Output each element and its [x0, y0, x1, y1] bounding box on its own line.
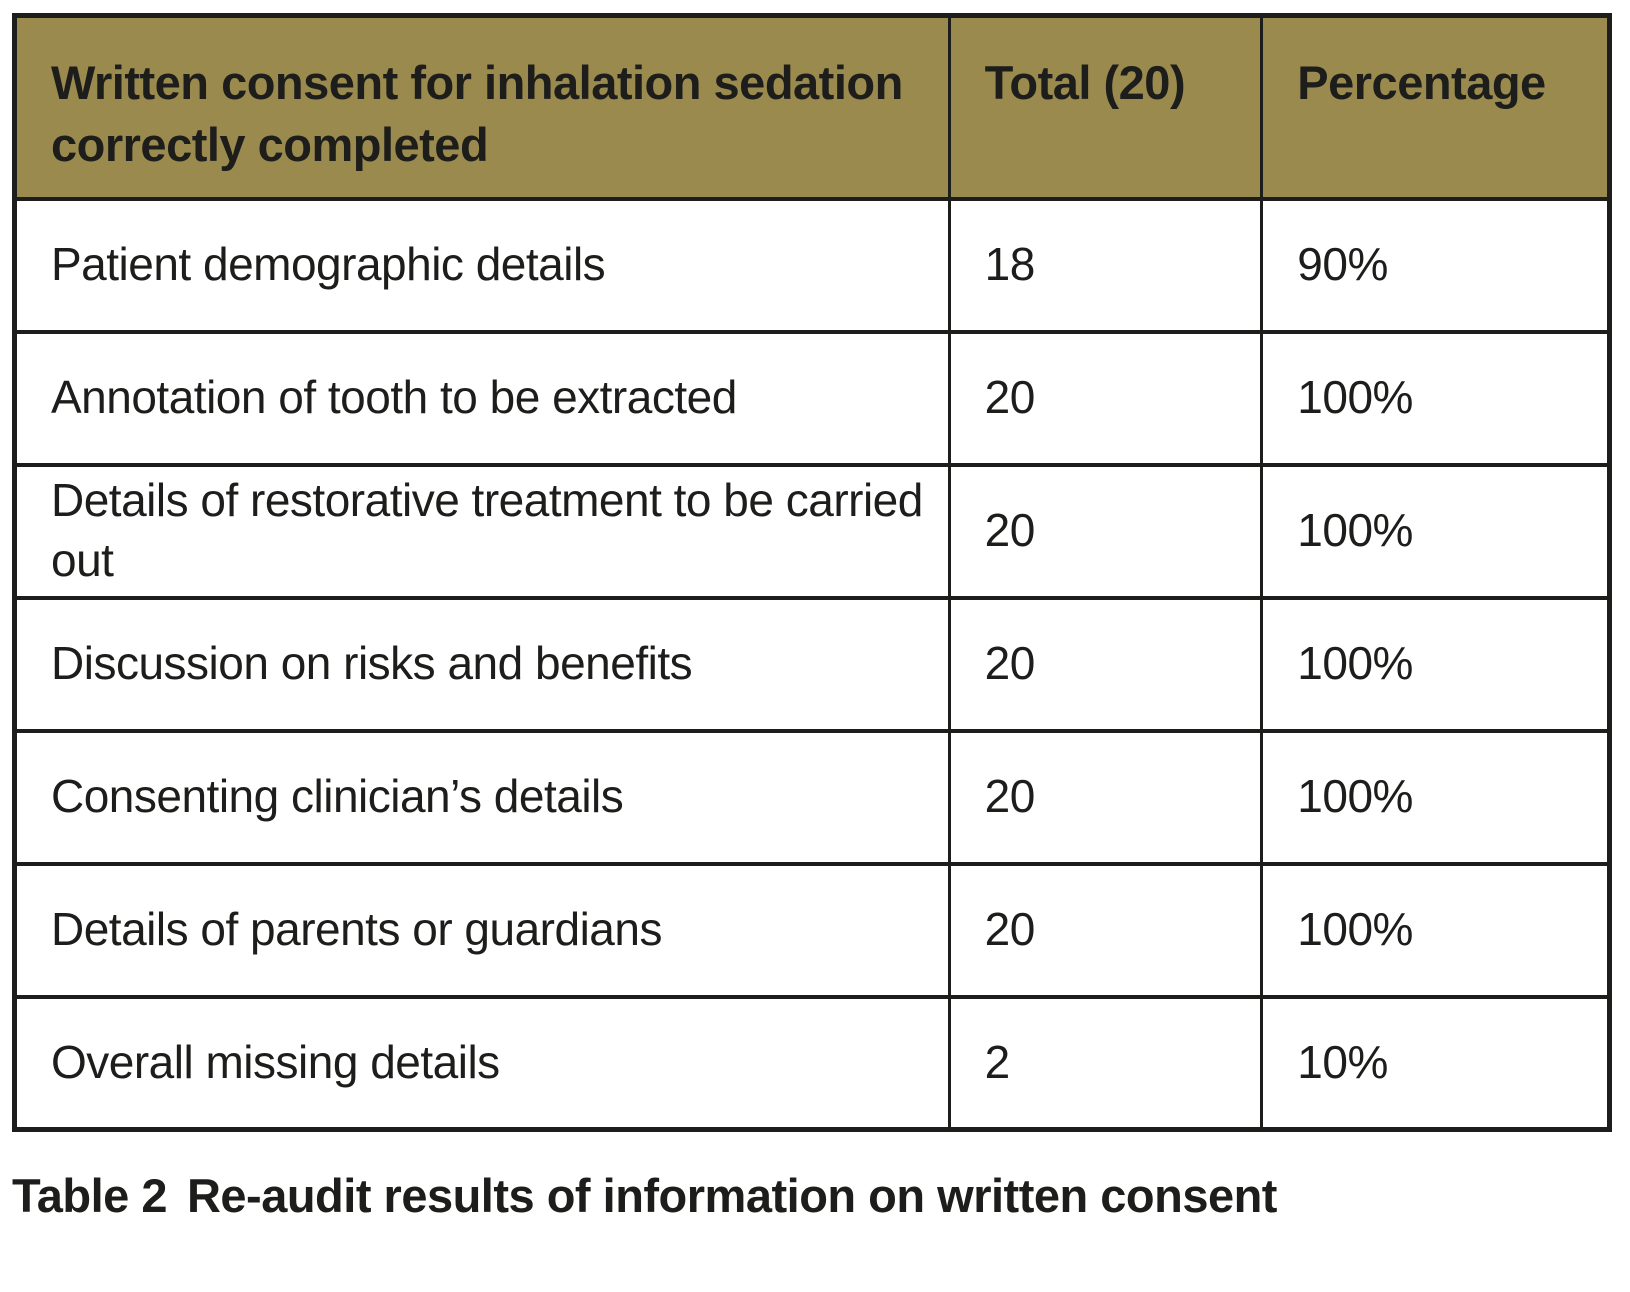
total-cell: 20 [947, 462, 1264, 600]
caption-text: Re-audit results of information on writt… [186, 1169, 1278, 1222]
total-cell: 2 [947, 994, 1264, 1132]
consent-audit-table: Written consent for inhalation sedation … [12, 13, 1612, 1132]
percentage-cell: 100% [1260, 861, 1611, 999]
percentage-cell: 100% [1260, 462, 1611, 600]
total-cell: 20 [947, 728, 1264, 866]
percentage-cell: 100% [1260, 329, 1611, 467]
table-row: Patient demographic details 18 90% [13, 196, 1611, 334]
table-row: Details of restorative treatment to be c… [13, 462, 1611, 600]
header-cell-criteria: Written consent for inhalation sedation … [13, 13, 951, 201]
percentage-cell: 90% [1260, 196, 1611, 334]
table-row: Overall missing details 2 10% [13, 994, 1611, 1132]
table-row: Details of parents or guardians 20 100% [13, 861, 1611, 999]
table-body: Patient demographic details 18 90% Annotati… [13, 196, 1611, 1132]
criteria-cell: Patient demographic details [13, 196, 951, 334]
percentage-cell: 10% [1260, 994, 1611, 1132]
percentage-cell: 100% [1260, 595, 1611, 733]
criteria-cell: Consenting clinician’s details [13, 728, 951, 866]
table-caption: Table 2 Re-audit results of information o… [12, 1168, 1630, 1223]
total-cell: 20 [947, 329, 1264, 467]
table-row: Discussion on risks and benefits 20 100% [13, 595, 1611, 733]
criteria-cell: Details of parents or guardians [13, 861, 951, 999]
table-row: Consenting clinician’s details 20 100% [13, 728, 1611, 866]
total-cell: 18 [947, 196, 1264, 334]
table-header-row: Written consent for inhalation sedation … [13, 13, 1611, 201]
header-cell-percentage: Percentage [1260, 13, 1611, 201]
caption-label: Table 2 [12, 1169, 167, 1222]
percentage-cell: 100% [1260, 728, 1611, 866]
total-cell: 20 [947, 861, 1264, 999]
total-cell: 20 [947, 595, 1264, 733]
criteria-cell: Details of restorative treatment to be c… [13, 462, 951, 600]
header-cell-total: Total (20) [947, 13, 1264, 201]
criteria-cell: Overall missing details [13, 994, 951, 1132]
criteria-cell: Discussion on risks and benefits [13, 595, 951, 733]
table-row: Annotation of tooth to be extracted 20 100… [13, 329, 1611, 467]
criteria-cell: Annotation of tooth to be extracted [13, 329, 951, 467]
